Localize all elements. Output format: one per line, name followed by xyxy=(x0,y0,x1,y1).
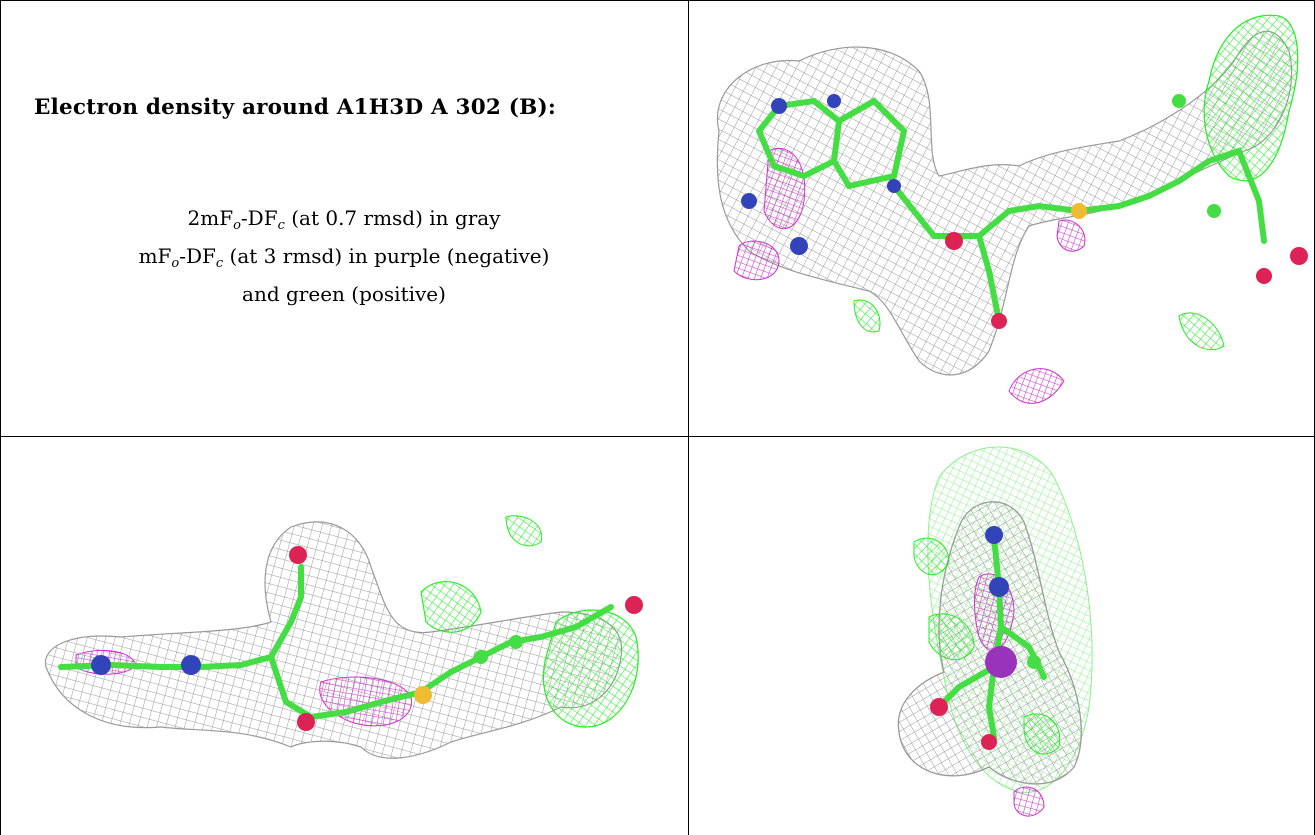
purple-negative-blob xyxy=(733,240,780,281)
density-view-3 xyxy=(689,437,1314,835)
ligand-atoms xyxy=(91,546,643,731)
fofc-term-a: mF xyxy=(138,244,172,268)
2fofc-term-e: (at 0.7 rmsd) in gray xyxy=(284,206,501,230)
table-border-left xyxy=(0,0,1,835)
green-positive-blob xyxy=(913,537,950,575)
table-border-middle xyxy=(0,436,1315,437)
ligand-atoms xyxy=(930,526,1041,750)
purple-negative-blob-4 xyxy=(1008,368,1065,404)
ligand-atoms xyxy=(741,94,1308,329)
description-line-positive: and green (positive) xyxy=(242,282,446,306)
2fofc-term-a: 2mF xyxy=(187,206,234,230)
density-view-2 xyxy=(1,437,688,835)
caption-cell: Electron density around A1H3D A 302 (B):… xyxy=(0,0,688,436)
green-positive-blob-2 xyxy=(928,613,975,661)
2fofc-sub-c: c xyxy=(277,218,285,233)
figure-title: Electron density around A1H3D A 302 (B): xyxy=(34,95,556,120)
table-border-center xyxy=(688,0,689,835)
description-line-2fofc: 2mFo-DFc (at 0.7 rmsd) in gray xyxy=(0,203,688,241)
density-view-1 xyxy=(689,1,1314,436)
table-border-top xyxy=(0,0,1315,1)
green-positive-blob-2 xyxy=(420,581,482,633)
fofc-term-c: -DF xyxy=(179,244,216,268)
purple-negative-blob-2 xyxy=(1013,786,1045,817)
green-positive-blob-3 xyxy=(505,515,543,547)
2fofc-term-c: -DF xyxy=(240,206,278,230)
green-positive-blob xyxy=(542,609,639,728)
purple-negative-blob-3 xyxy=(1056,219,1086,252)
green-positive-blob xyxy=(1203,14,1299,182)
fofc-sub-o: o xyxy=(171,256,180,271)
2fofc-sub-o: o xyxy=(233,218,241,233)
fofc-sub-c: c xyxy=(215,256,224,271)
description-line-fofc: mFo-DFc (at 3 rmsd) in purple (negative) xyxy=(0,241,688,279)
green-positive-blob-2 xyxy=(853,299,881,333)
fofc-term-e: (at 3 rmsd) in purple (negative) xyxy=(223,244,550,268)
green-positive-blob-3 xyxy=(1023,713,1061,755)
green-positive-blob-3 xyxy=(1178,312,1225,351)
map-description: 2mFo-DFc (at 0.7 rmsd) in gray mFo-DFc (… xyxy=(0,203,688,309)
